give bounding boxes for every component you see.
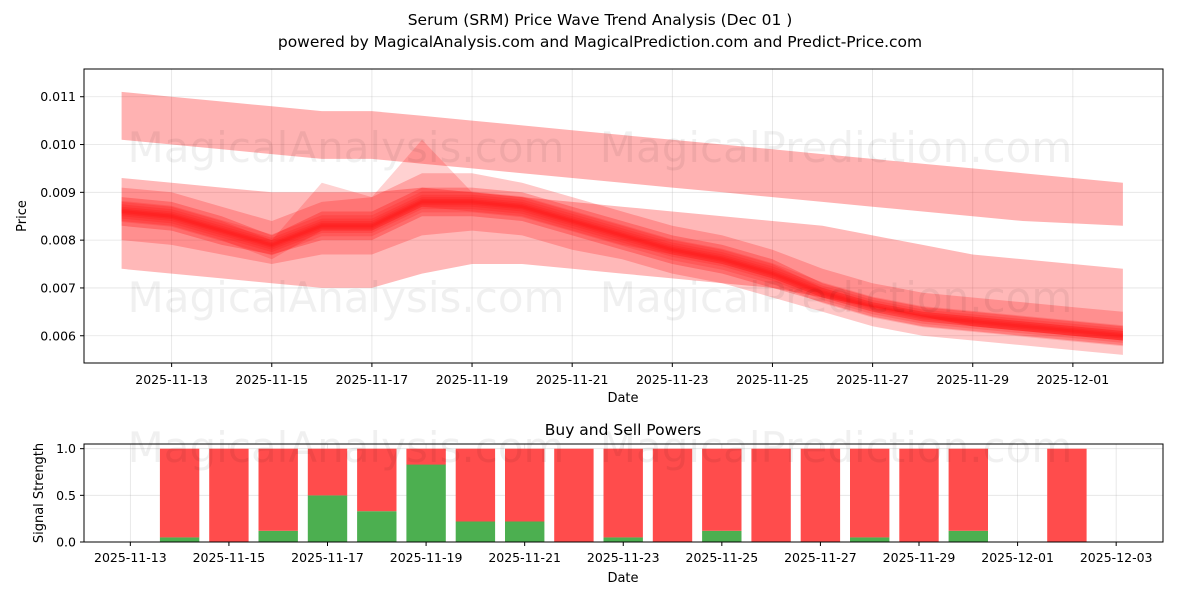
price-y-tick-label: 0.007	[40, 280, 76, 295]
sell-bar	[899, 448, 939, 542]
price-core-ribbon	[121, 199, 1123, 339]
price-grid	[84, 69, 1163, 363]
signal-y-tick-label: 0.0	[56, 535, 76, 550]
price-band-core-band	[121, 187, 1123, 346]
price-y-tick-label: 0.010	[40, 137, 76, 152]
sell-bar	[357, 448, 397, 512]
buy-bar	[455, 521, 496, 542]
price-x-tick-label: 2025-11-21	[536, 372, 609, 387]
watermark-analysis-1: MagicalAnalysis.com	[128, 123, 565, 172]
price-x-tick-label: 2025-11-23	[636, 372, 709, 387]
signal-x-tick-label: 2025-11-15	[193, 550, 266, 565]
sell-bar	[652, 448, 693, 542]
price-x-tick-label: 2025-12-01	[1037, 372, 1110, 387]
signal-x-tick-label: 2025-11-17	[291, 550, 364, 565]
signal-x-tick-label: 2025-12-03	[1080, 550, 1153, 565]
signal-bars	[159, 448, 1087, 542]
sell-bar	[406, 448, 446, 465]
buy-bar	[948, 530, 988, 542]
sell-bar	[159, 448, 200, 538]
price-panel: 2025-11-13 2025-11-15 2025-11-17 2025-11-19…	[15, 68, 1164, 406]
buy-bar	[357, 511, 397, 542]
price-y-ticks: 0.006 0.007 0.008 0.009 0.010 0.011	[40, 89, 84, 343]
signal-x-tick-label: 2025-11-25	[686, 550, 759, 565]
price-y-tick-label: 0.008	[40, 233, 76, 248]
buy-bar	[406, 464, 446, 542]
price-x-tick-label: 2025-11-13	[135, 372, 208, 387]
sell-bar	[948, 448, 988, 531]
watermark-analysis-2: MagicalAnalysis.com	[128, 273, 565, 322]
signal-y-tick-label: 1.0	[56, 441, 76, 456]
watermark-prediction-1: MagicalPrediction.com	[600, 123, 1073, 172]
sell-bar	[751, 448, 791, 542]
watermark-prediction-2: MagicalPrediction.com	[600, 273, 1073, 322]
buy-bar	[159, 537, 200, 542]
signal-x-axis-label: Date	[607, 571, 638, 586]
price-y-axis-label: Price	[15, 200, 30, 232]
price-x-tick-label: 2025-11-17	[336, 372, 409, 387]
price-plot-frame	[83, 68, 1164, 364]
signal-y-axis-label: Signal Strength	[32, 443, 47, 543]
signal-x-tick-label: 2025-11-21	[488, 550, 561, 565]
price-band-wide-band	[121, 178, 1123, 341]
price-x-tick-label: 2025-11-25	[736, 372, 809, 387]
buy-bar	[505, 521, 545, 542]
signal-x-tick-label: 2025-11-19	[390, 550, 463, 565]
signal-x-tick-label: 2025-11-13	[94, 550, 167, 565]
sell-bar	[258, 448, 298, 531]
price-x-tick-label: 2025-11-19	[436, 372, 509, 387]
chart-subtitle: powered by MagicalAnalysis.com and Magic…	[278, 33, 922, 51]
watermark-prediction-3: MagicalPrediction.com	[600, 423, 1073, 472]
sell-bar	[209, 448, 249, 542]
buy-bar	[258, 530, 298, 542]
signal-x-tick-label: 2025-12-01	[981, 550, 1054, 565]
signal-x-tick-label: 2025-11-27	[784, 550, 857, 565]
watermark-analysis-3: MagicalAnalysis.com	[128, 423, 565, 472]
sell-bar	[603, 448, 643, 538]
price-x-tick-label: 2025-11-27	[836, 372, 909, 387]
sell-bar	[455, 448, 496, 522]
price-bands	[121, 91, 1123, 355]
signal-x-ticks: 2025-11-13 2025-11-15 2025-11-17 2025-11-19…	[94, 542, 1153, 565]
sell-bar	[800, 448, 841, 542]
price-x-tick-label: 2025-11-29	[936, 372, 1009, 387]
sell-bar	[505, 448, 545, 522]
price-band-upper-band	[121, 91, 1123, 226]
signal-panel: Buy and Sell Powers 2025-11-13 2025-11-15…	[32, 421, 1164, 586]
buy-bar	[850, 537, 890, 542]
watermarks: MagicalAnalysis.com MagicalPrediction.co…	[128, 123, 1073, 472]
signal-x-tick-label: 2025-11-23	[587, 550, 660, 565]
price-y-tick-label: 0.009	[40, 185, 76, 200]
price-band-spike-band	[121, 139, 1123, 341]
buy-bar	[603, 537, 643, 542]
price-band-mid-band	[121, 173, 1123, 355]
sell-bar	[554, 448, 594, 542]
buy-bar	[307, 495, 348, 542]
price-y-tick-label: 0.006	[40, 328, 76, 343]
price-core-ribbon	[121, 191, 1123, 347]
price-y-tick-label: 0.011	[40, 89, 76, 104]
sell-bar	[850, 448, 890, 538]
buy-bar	[702, 530, 742, 542]
sell-bar	[702, 448, 742, 531]
price-core-ribbon	[121, 197, 1123, 341]
price-x-tick-label: 2025-11-15	[235, 372, 308, 387]
sell-bar	[1047, 448, 1087, 542]
price-x-ticks: 2025-11-13 2025-11-15 2025-11-17 2025-11-19…	[135, 363, 1109, 387]
price-core-ribbon	[121, 194, 1123, 343]
signal-x-tick-label: 2025-11-29	[883, 550, 956, 565]
price-x-axis-label: Date	[607, 391, 638, 406]
signal-panel-title: Buy and Sell Powers	[545, 421, 702, 439]
chart-title: Serum (SRM) Price Wave Trend Analysis (D…	[408, 11, 793, 29]
signal-y-ticks: 0.0 0.5 1.0	[56, 441, 84, 550]
signal-y-tick-label: 0.5	[56, 488, 76, 503]
sell-bar	[307, 448, 348, 496]
